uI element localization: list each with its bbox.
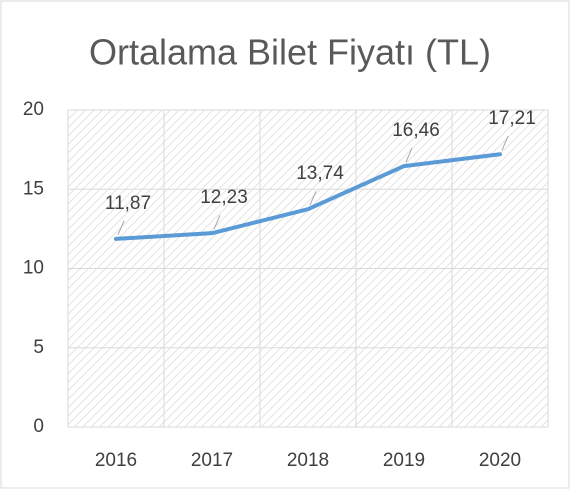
x-tick-label: 2017	[191, 450, 233, 471]
x-tick-label: 2019	[383, 450, 425, 471]
data-label: 11,87	[105, 193, 151, 214]
data-label: 16,46	[392, 120, 440, 141]
y-tick-label: 20	[23, 99, 44, 120]
x-tick-label: 2016	[95, 450, 137, 471]
leader-line	[117, 220, 125, 236]
leader-line	[501, 136, 509, 151]
data-label: 12,23	[200, 187, 248, 208]
data-label: 17,21	[488, 108, 536, 129]
leader-line	[213, 214, 221, 230]
leader-line	[405, 147, 413, 163]
y-tick-label: 15	[23, 178, 44, 199]
chart-title: Ortalama Bilet Fiyatı (TL)	[89, 32, 491, 73]
line	[114, 152, 502, 241]
data-label: 13,74	[296, 163, 344, 184]
x-tick-label: 2020	[479, 450, 521, 471]
x-tick-label: 2018	[287, 450, 329, 471]
y-tick-label: 5	[33, 337, 44, 358]
leader-line	[309, 191, 317, 206]
y-tick-label: 0	[33, 416, 44, 437]
y-tick-label: 10	[23, 258, 44, 279]
